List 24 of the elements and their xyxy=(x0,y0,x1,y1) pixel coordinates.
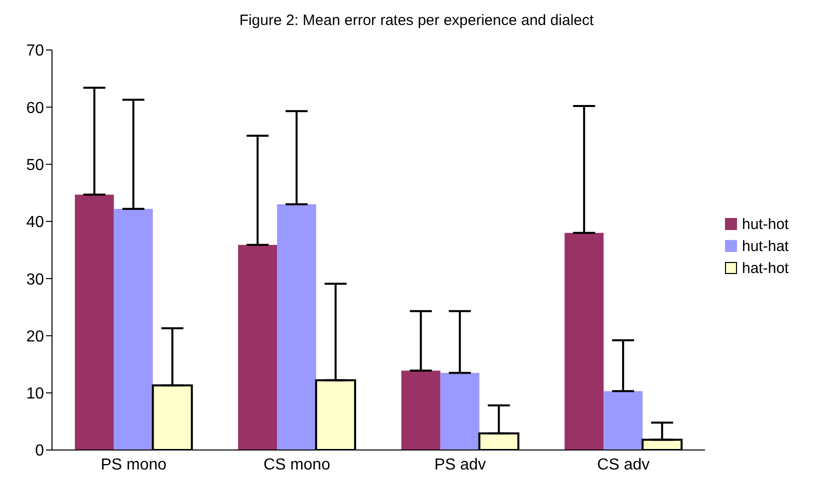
y-tick-label: 0 xyxy=(35,442,44,460)
legend-label: hut-hat xyxy=(742,238,789,254)
bar xyxy=(74,194,114,450)
x-tick-label: PS adv xyxy=(434,456,486,474)
y-tick-label: 70 xyxy=(26,42,44,60)
x-tick-label: CS adv xyxy=(597,456,650,474)
bar xyxy=(440,372,480,450)
x-tick-label: PS mono xyxy=(100,456,167,474)
bar xyxy=(401,370,440,450)
bar xyxy=(604,391,643,450)
bar xyxy=(238,244,278,450)
chart-title: Figure 2: Mean error rates per experience and dialect xyxy=(238,12,595,29)
y-tick-label: 40 xyxy=(26,214,44,232)
y-tick-label: 60 xyxy=(26,100,44,117)
bar xyxy=(564,232,604,450)
y-tick-label: 50 xyxy=(26,156,44,174)
legend-label: hat-hot xyxy=(742,260,789,276)
y-tick-label: 30 xyxy=(26,271,44,288)
legend-label: hut-hot xyxy=(742,216,789,232)
y-tick-label: 10 xyxy=(26,386,44,403)
bar xyxy=(114,208,153,450)
y-tick-label: 20 xyxy=(26,328,44,346)
x-tick-label: CS mono xyxy=(264,456,330,474)
bar xyxy=(277,204,316,450)
